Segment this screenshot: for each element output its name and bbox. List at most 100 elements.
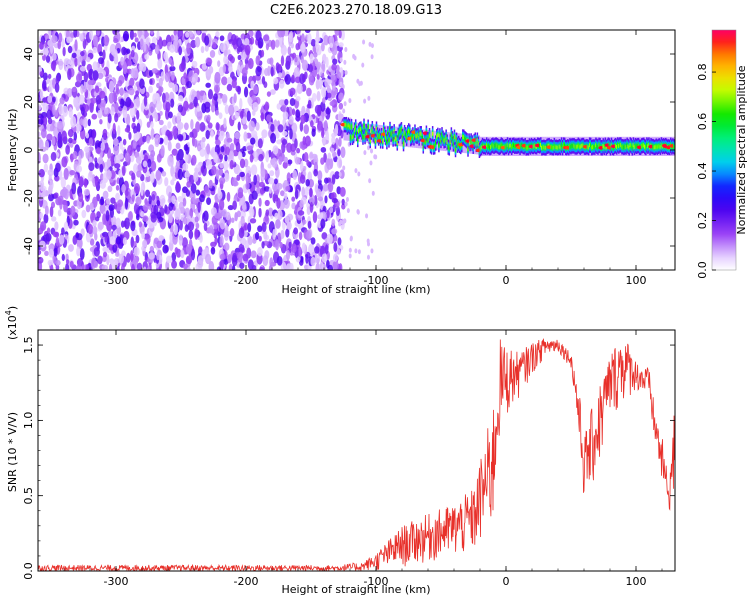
heatmap-cell [326, 259, 330, 269]
heatmap-cell [99, 163, 104, 173]
heatmap-cell [66, 88, 73, 98]
heatmap-cell [117, 199, 124, 208]
heatmap-cell [52, 61, 56, 72]
heatmap-cell [309, 152, 313, 159]
heatmap-cell [413, 135, 415, 140]
heatmap-cell [455, 138, 458, 143]
heatmap-cell [167, 121, 172, 129]
heatmap-cell [263, 186, 270, 192]
heatmap-cell [292, 52, 297, 59]
heatmap-cell [574, 144, 576, 149]
heatmap-cell [182, 263, 188, 270]
heatmap-cell [49, 264, 54, 270]
heatmap-cell [90, 257, 97, 270]
heatmap-cell [307, 220, 312, 229]
heatmap-cell [47, 169, 54, 177]
heatmap-cell [317, 120, 323, 131]
heatmap-cell [456, 143, 459, 148]
heatmap-cell [330, 90, 336, 99]
heatmap-cell [579, 145, 582, 150]
heatmap-cell [594, 145, 596, 150]
heatmap-cell [295, 109, 301, 118]
heatmap-cell [239, 210, 246, 219]
heatmap-cell [76, 73, 83, 83]
heatmap-cell [58, 58, 64, 71]
heatmap-cell [234, 111, 240, 119]
heatmap-cell [351, 135, 354, 140]
heatmap-cell [575, 145, 577, 149]
heatmap-cell [156, 240, 163, 249]
heatmap-cell [110, 215, 117, 225]
heatmap-cell [236, 210, 241, 218]
snr-scale-exp: 4 [4, 310, 13, 315]
heatmap-cell [308, 64, 314, 73]
heatmap-cell [205, 82, 211, 88]
heatmap-cell [275, 239, 280, 251]
heatmap-cell [543, 145, 545, 150]
heatmap-cell [299, 73, 306, 85]
heatmap-cell [375, 127, 378, 132]
heatmap-cell [323, 177, 329, 184]
heatmap-cell [659, 145, 662, 150]
heatmap-cell [257, 138, 263, 149]
heatmap-cell [117, 125, 121, 137]
heatmap-cell [393, 129, 395, 134]
snr-scale-label: (x104) [4, 306, 19, 340]
heatmap-cell [258, 235, 262, 242]
heatmap-cell [84, 146, 90, 153]
heatmap-cell [551, 145, 553, 150]
heatmap-cell [352, 53, 356, 59]
heatmap-cell [43, 115, 48, 127]
heatmap-cell [110, 152, 114, 165]
heatmap-cell [80, 50, 85, 57]
heatmap-cell [38, 104, 42, 111]
heatmap-cell [276, 182, 283, 190]
y-tick-label: 20 [22, 95, 35, 109]
heatmap-cell [78, 154, 82, 166]
heatmap-cell [386, 139, 388, 144]
heatmap-cell [262, 255, 269, 267]
heatmap-cell [513, 143, 515, 148]
heatmap-cell [76, 258, 84, 267]
heatmap-cell [260, 49, 265, 58]
heatmap-cell [76, 246, 81, 257]
heatmap-cell [61, 156, 68, 168]
heatmap-cell [85, 56, 91, 63]
heatmap-cell [121, 46, 127, 56]
heatmap-cell [94, 175, 99, 188]
heatmap-cell [343, 59, 347, 65]
heatmap-cell [188, 103, 195, 110]
heatmap-cell [178, 234, 183, 246]
heatmap-cell [401, 134, 404, 139]
heatmap-cell [636, 143, 639, 148]
heatmap-cell [124, 127, 131, 133]
heatmap-cell [124, 152, 130, 163]
heatmap-cell [500, 143, 503, 148]
heatmap-cell [331, 63, 337, 71]
heatmap-cell [98, 51, 103, 57]
heatmap-cell [286, 213, 294, 221]
heatmap-cell [115, 236, 122, 245]
heatmap-cell [49, 206, 54, 218]
heatmap-cell [228, 263, 233, 270]
heatmap-cell [286, 221, 292, 230]
heatmap-cell [284, 98, 289, 106]
heatmap-cell [419, 131, 421, 136]
heatmap-cell [141, 135, 147, 143]
heatmap-cell [168, 202, 174, 211]
heatmap-cell [171, 195, 176, 205]
heatmap-cell [545, 145, 547, 150]
heatmap-cell [38, 152, 41, 164]
heatmap-cell [141, 231, 146, 240]
heatmap-cell [195, 222, 200, 229]
y-tick-label: -40 [22, 237, 35, 255]
heatmap-cell [593, 145, 595, 149]
heatmap-cell [421, 136, 423, 140]
heatmap-cell [227, 204, 234, 211]
heatmap-cell [465, 137, 467, 142]
heatmap-cell [404, 132, 407, 137]
heatmap-cell [312, 211, 318, 223]
heatmap-cell [299, 174, 306, 184]
heatmap-cell [471, 141, 473, 146]
heatmap-cell [143, 94, 148, 107]
